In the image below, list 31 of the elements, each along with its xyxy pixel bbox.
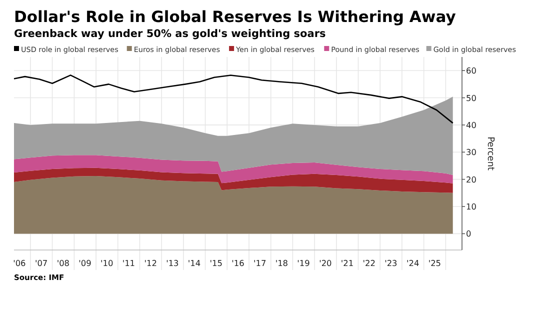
y-tick-label: 20 (466, 174, 476, 184)
x-tick-label: '11 (122, 258, 136, 268)
x-tick-label: '25 (428, 258, 441, 268)
x-tick-label: '15 (210, 258, 222, 268)
x-tick-label: '21 (340, 258, 354, 268)
y-tick-label: 50 (466, 92, 476, 103)
y-axis-title: Percent (485, 136, 495, 171)
x-tick-label: '10 (100, 258, 114, 268)
y-tick-label: 10 (466, 202, 476, 212)
chart-title: Dollar's Role in Global Reserves Is Withering Away (14, 8, 456, 26)
x-tick-label: '13 (166, 258, 179, 268)
y-tick-label: 40 (466, 120, 476, 130)
x-tick-label: '24 (406, 258, 420, 268)
y-tick-label: 0 (466, 228, 472, 239)
x-tick-label: '08 (56, 258, 70, 268)
x-tick-label: '12 (144, 258, 157, 268)
x-tick-label: '23 (384, 258, 398, 268)
x-tick-label: '20 (319, 258, 332, 268)
y-tick-label: 60 (466, 66, 476, 76)
chart-subtitle: Greenback way under 50% as gold's weighting soars (14, 28, 326, 40)
x-tick-label: '16 (232, 258, 244, 268)
x-tick-label: '06 (13, 258, 26, 268)
x-tick-label: '14 (188, 258, 201, 268)
x-tick-label: '18 (275, 258, 288, 268)
line-series (13, 74, 454, 124)
x-tick-label: '17 (254, 258, 266, 268)
x-tick-label: '07 (34, 258, 48, 268)
x-tick-label: '22 (362, 258, 376, 268)
x-tick-label: '19 (297, 258, 310, 268)
y-tick-label: 30 (466, 147, 476, 158)
x-tick-label: '09 (78, 258, 92, 268)
